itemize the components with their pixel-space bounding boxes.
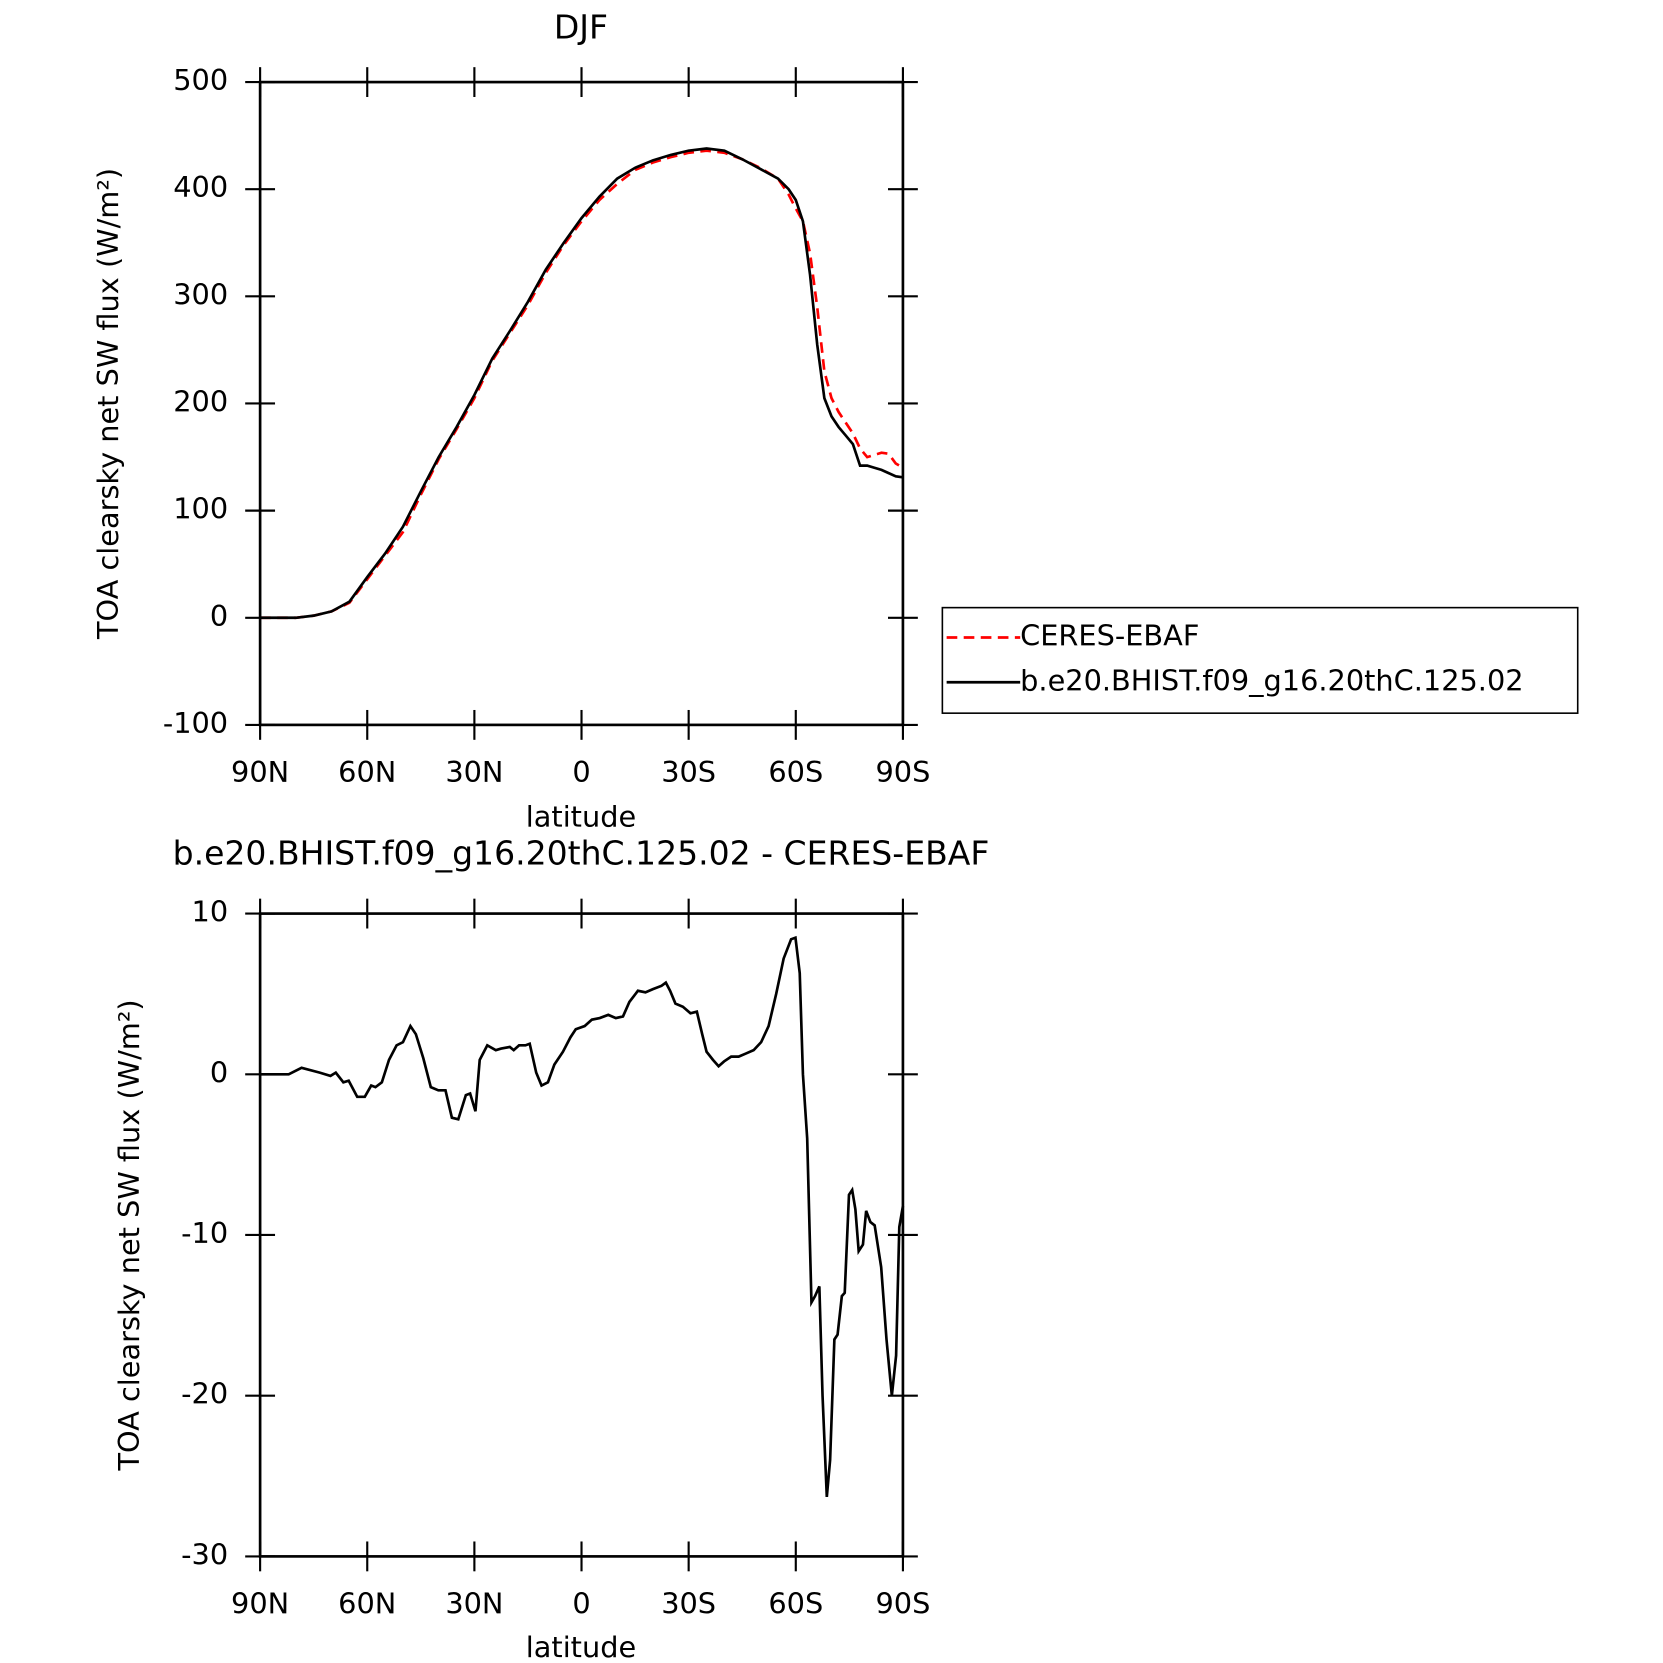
x-tick-label: 90S — [875, 755, 930, 789]
data-line — [260, 149, 904, 620]
y-axis-label: TOA clearsky net SW flux (W/m²) — [91, 168, 125, 640]
y-tick-label: 10 — [192, 895, 229, 929]
y-tick-label: -20 — [181, 1377, 228, 1411]
legend-label: CERES-EBAF — [1020, 618, 1199, 652]
x-tick-label: 90N — [231, 755, 289, 789]
legend-label: b.e20.BHIST.f09_g16.20thC.125.02 — [1020, 663, 1523, 697]
y-tick-label: 300 — [173, 277, 228, 311]
chart-title: DJF — [554, 7, 608, 46]
plot-frame — [258, 912, 905, 1558]
x-tick-label: 30N — [445, 755, 503, 789]
y-axis-label: TOA clearsky net SW flux (W/m²) — [112, 999, 146, 1471]
y-tick-label: 100 — [173, 492, 228, 526]
data-line — [260, 147, 904, 620]
y-tick-label: -100 — [163, 706, 228, 740]
x-tick-label: 30S — [661, 755, 716, 789]
x-tick-label: 60S — [768, 755, 823, 789]
y-tick-label: 0 — [210, 1055, 228, 1089]
y-tick-label: 400 — [173, 170, 228, 204]
x-tick-label: 30N — [445, 1586, 503, 1620]
x-tick-label: 90N — [231, 1586, 289, 1620]
x-tick-label: 0 — [572, 755, 590, 789]
plot-frame — [258, 80, 905, 727]
x-tick-label: 60N — [338, 1586, 396, 1620]
x-axis-label: latitude — [526, 800, 636, 834]
y-tick-label: 200 — [173, 384, 228, 418]
y-tick-label: 0 — [210, 599, 228, 633]
x-tick-label: 60N — [338, 755, 396, 789]
y-tick-label: -10 — [181, 1216, 228, 1250]
y-tick-label: -30 — [181, 1537, 228, 1571]
x-axis-label: latitude — [526, 1630, 636, 1663]
x-tick-label: 0 — [572, 1586, 590, 1620]
data-line — [260, 935, 905, 1498]
legend-box — [941, 606, 1579, 714]
x-tick-label: 60S — [768, 1586, 823, 1620]
chart-title: b.e20.BHIST.f09_g16.20thC.125.02 - CERES… — [173, 833, 990, 872]
y-tick-label: 500 — [173, 63, 228, 97]
x-tick-label: 90S — [875, 1586, 930, 1620]
x-tick-label: 30S — [661, 1586, 716, 1620]
